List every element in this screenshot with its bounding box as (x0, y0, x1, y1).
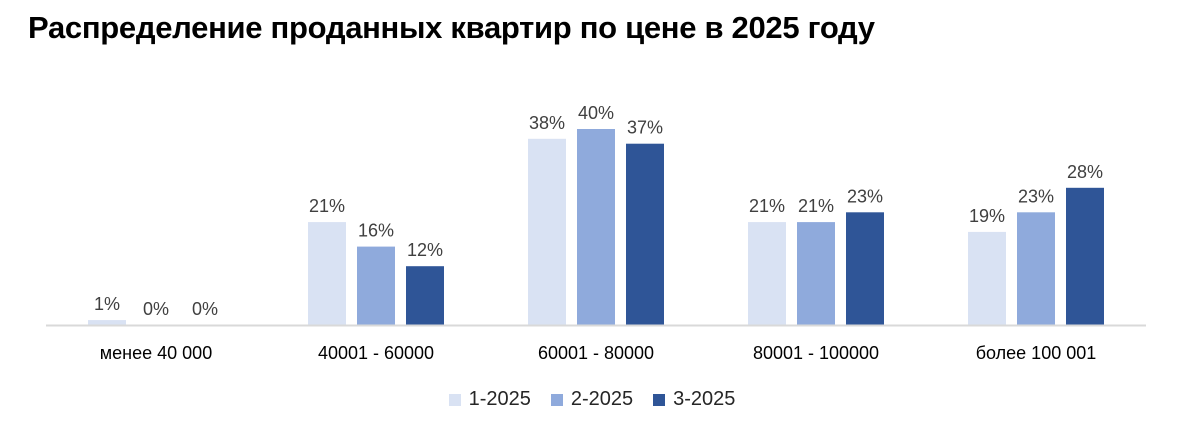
data-label-1-2025-0: 1% (94, 294, 120, 314)
legend-item-2-2025: 2-2025 (550, 388, 634, 411)
legend-item-1-2025: 1-2025 (448, 388, 531, 411)
chart-title: Распределение проданных квартир по цене … (28, 10, 875, 45)
data-label-3-2025-4: 28% (1067, 162, 1103, 182)
legend-label: 1-2025 (468, 388, 531, 410)
bar-3-2025-1 (406, 266, 444, 325)
data-label-1-2025-4: 19% (969, 206, 1005, 226)
data-label-1-2025-3: 21% (749, 196, 785, 216)
bar-2-2025-1 (357, 246, 395, 325)
data-label-3-2025-1: 12% (407, 240, 443, 260)
bar-1-2025-1 (308, 222, 346, 325)
bar-3-2025-3 (846, 212, 884, 325)
legend-swatch (550, 393, 563, 406)
legend: 1-2025 2-2025 3-2025 (0, 388, 1184, 411)
legend-swatch (653, 393, 666, 406)
data-label-2-2025-2: 40% (578, 103, 614, 123)
bar-2-2025-3 (797, 222, 835, 325)
data-label-2-2025-0: 0% (143, 299, 169, 319)
data-label-1-2025-1: 21% (309, 196, 345, 216)
data-label-3-2025-0: 0% (192, 299, 218, 319)
bar-2-2025-4 (1017, 212, 1055, 325)
data-label-2-2025-4: 23% (1018, 186, 1054, 206)
category-label-0: менее 40 000 (100, 343, 212, 363)
bar-1-2025-3 (748, 222, 786, 325)
data-label-3-2025-3: 23% (847, 186, 883, 206)
legend-label: 2-2025 (570, 388, 634, 410)
category-label-3: 80001 - 100000 (753, 343, 879, 363)
bar-1-2025-4 (968, 231, 1006, 325)
legend-label: 3-2025 (673, 388, 736, 410)
bar-1-2025-0 (88, 320, 126, 325)
data-label-3-2025-2: 37% (627, 118, 663, 138)
legend-swatch (448, 393, 461, 406)
legend-item-3-2025: 3-2025 (653, 388, 735, 411)
category-label-1: 40001 - 60000 (318, 343, 434, 363)
data-label-2-2025-1: 16% (358, 221, 394, 241)
bar-chart: 1% 0% 0% менее 40 000 21% 16% 12% 40001 - 60000… (46, 103, 1146, 363)
category-label-4: более 100 001 (976, 343, 1097, 363)
bar-3-2025-4 (1066, 187, 1104, 325)
bar-2-2025-2 (577, 129, 615, 325)
data-label-2-2025-3: 21% (798, 196, 834, 216)
bar-1-2025-2 (528, 138, 566, 325)
bar-3-2025-2 (626, 143, 664, 325)
category-label-2: 60001 - 80000 (538, 343, 654, 363)
data-label-1-2025-2: 38% (529, 113, 565, 133)
